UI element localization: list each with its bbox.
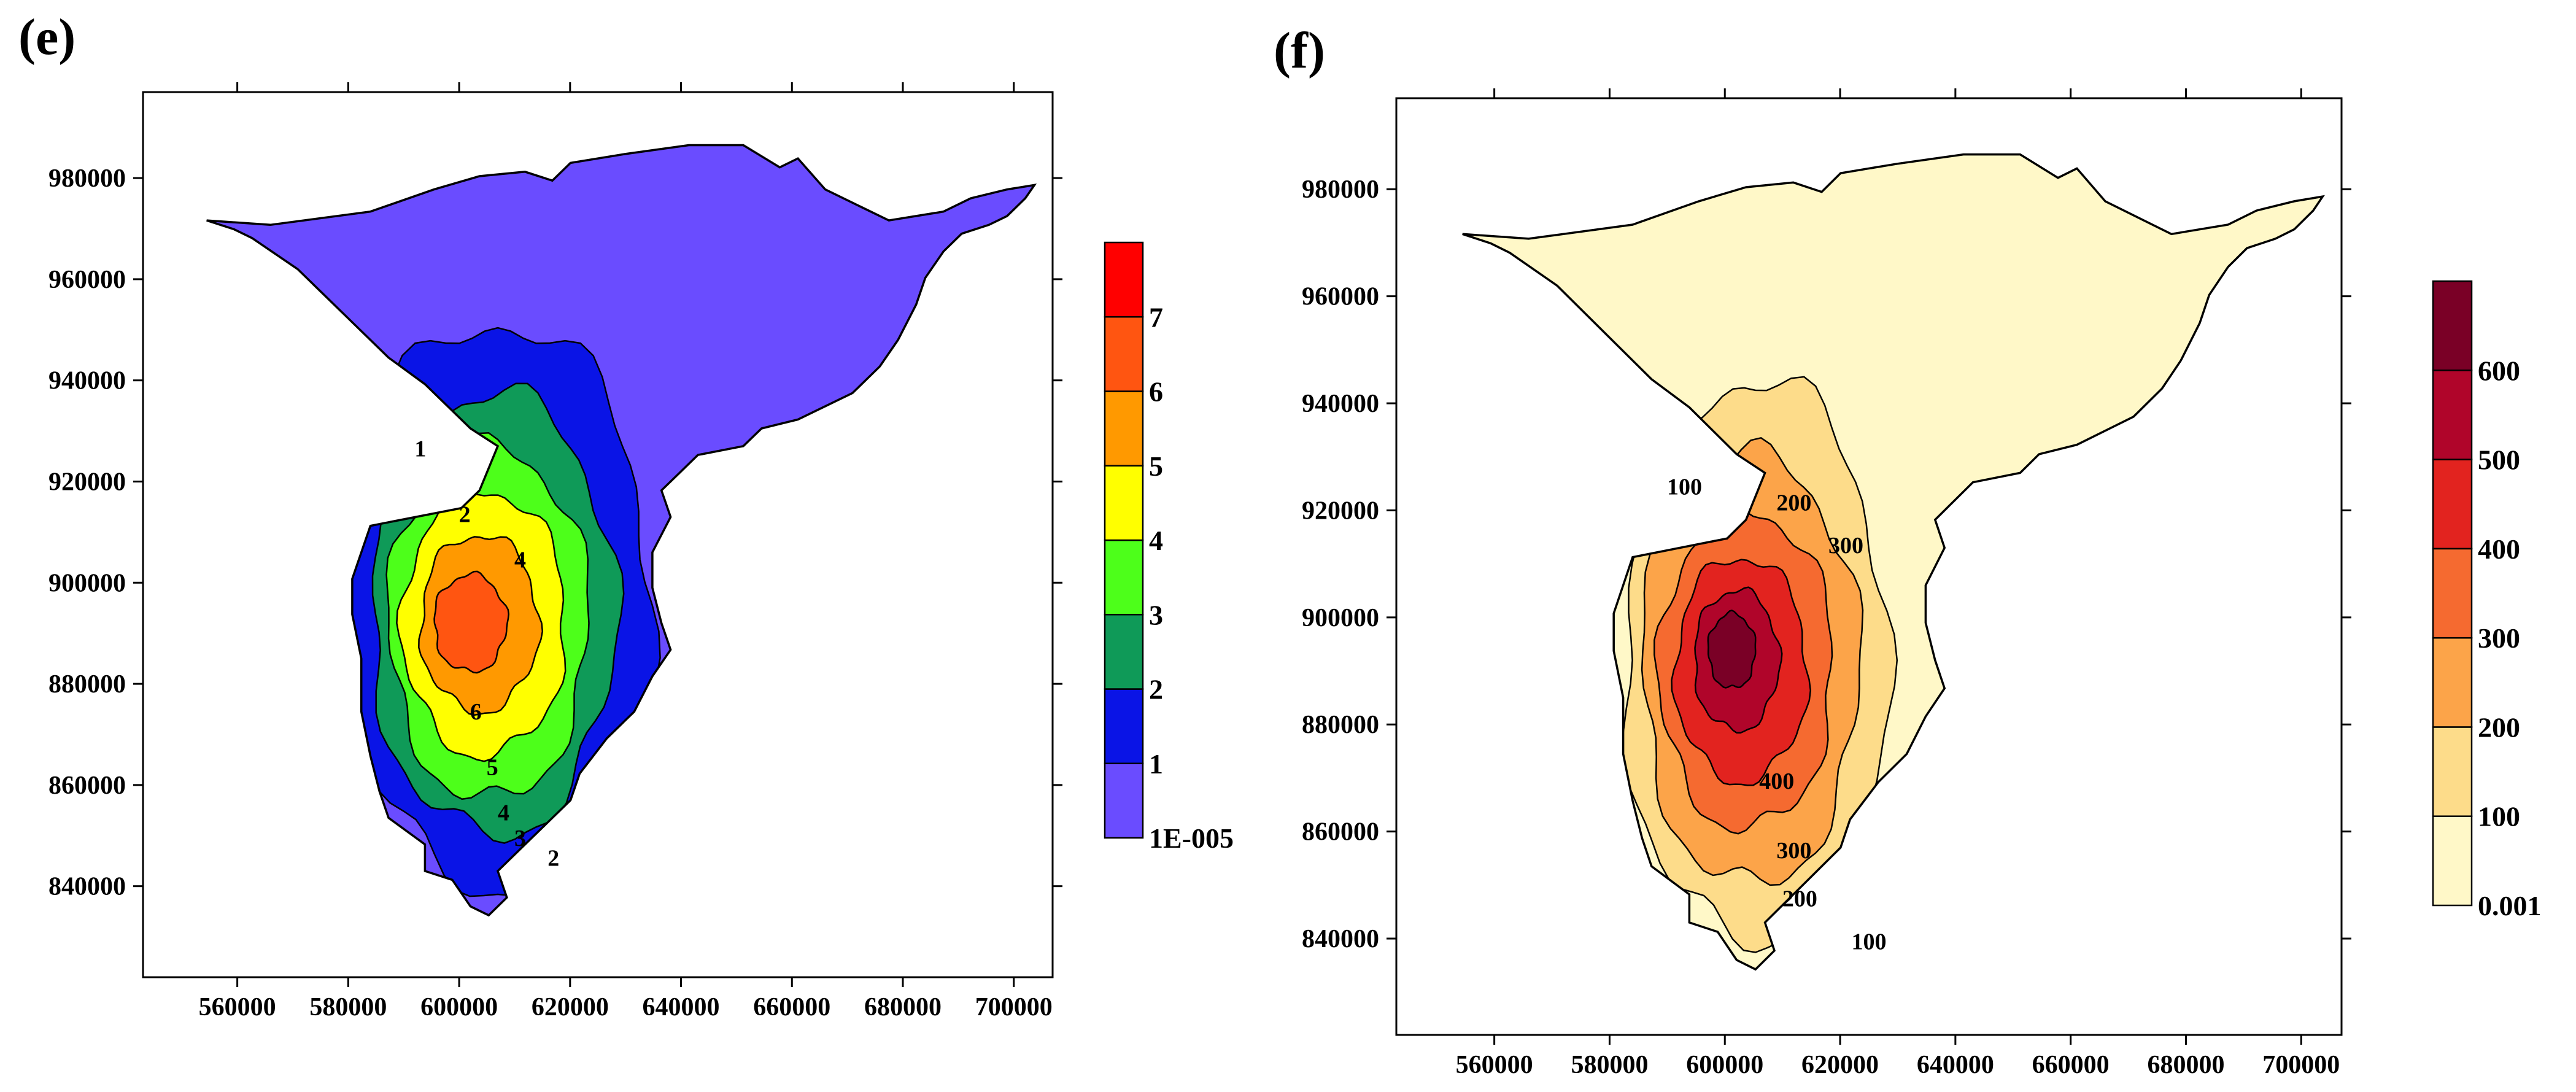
colorbar-label: 1E-005 xyxy=(1149,823,1234,854)
y-tick-label: 900000 xyxy=(1302,604,1379,632)
colorbar-swatch xyxy=(1104,762,1144,839)
colorbar-swatch xyxy=(2432,459,2473,550)
colorbar-label: 400 xyxy=(2478,533,2520,565)
colorbar-swatch xyxy=(2432,815,2473,907)
y-tick-label: 880000 xyxy=(1302,711,1379,739)
colorbar-label: 100 xyxy=(2478,801,2520,832)
y-tick-label: 920000 xyxy=(1302,497,1379,525)
panel-label: (f) xyxy=(1274,22,1325,79)
colorbar: 1E-005 1 2 3 4 5 6 7 xyxy=(1104,241,1234,854)
x-tick-label: 560000 xyxy=(1456,1051,1533,1079)
contour-label: 5 xyxy=(487,754,498,780)
colorbar-label: 6 xyxy=(1149,376,1163,408)
plot-frame xyxy=(1395,97,2343,1036)
colorbar-swatch xyxy=(2432,370,2473,460)
colorbar-label: 2 xyxy=(1149,674,1163,705)
colorbar-label: 300 xyxy=(2478,622,2520,654)
contour-region xyxy=(206,145,1035,916)
colorbar-label: 3 xyxy=(1149,599,1163,630)
contour-label: 200 xyxy=(1776,490,1811,516)
y-tick-label: 940000 xyxy=(1302,390,1379,418)
colorbar-swatch xyxy=(1104,614,1144,690)
x-tick-label: 660000 xyxy=(753,993,830,1021)
y-tick-label: 980000 xyxy=(1302,176,1379,204)
x-tick-label: 600000 xyxy=(420,993,498,1021)
x-tick-label: 660000 xyxy=(2032,1051,2110,1079)
colorbar-swatch xyxy=(1104,241,1144,318)
colorbar-swatch xyxy=(1104,390,1144,467)
y-tick-label: 860000 xyxy=(48,772,126,800)
contour-band-6 xyxy=(433,570,510,674)
x-tick-label: 580000 xyxy=(1571,1051,1648,1079)
colorbar-swatch xyxy=(1104,465,1144,541)
x-tick-label: 580000 xyxy=(309,993,387,1021)
y-tick-label: 920000 xyxy=(48,468,126,496)
colorbar-label: 1 xyxy=(1149,748,1163,780)
contour-label: 300 xyxy=(1776,838,1811,864)
x-tick-label: 640000 xyxy=(1917,1051,1994,1079)
contour-label: 1 xyxy=(414,436,426,462)
colorbar-label: 5 xyxy=(1149,451,1163,482)
y-tick-label: 960000 xyxy=(48,266,126,294)
contour-region xyxy=(1462,154,2323,970)
colorbar-swatch xyxy=(2432,280,2473,371)
x-tick-label: 680000 xyxy=(2147,1051,2224,1079)
y-tick-label: 840000 xyxy=(1302,925,1379,953)
x-tick-label: 700000 xyxy=(975,993,1053,1021)
contour-label: 2 xyxy=(459,501,471,527)
y-tick-label: 860000 xyxy=(1302,818,1379,846)
colorbar-swatch xyxy=(2432,548,2473,639)
colorbar-label: 600 xyxy=(2478,355,2520,386)
y-tick-label: 960000 xyxy=(1302,283,1379,311)
x-tick-label: 620000 xyxy=(1801,1051,1879,1079)
y-tick-label: 900000 xyxy=(48,569,126,597)
panel-label: (e) xyxy=(18,9,75,66)
colorbar-swatch xyxy=(1104,539,1144,616)
colorbar-label: 0.001 xyxy=(2478,890,2542,921)
colorbar: 0.001 100 200 300 400 500 600 xyxy=(2432,280,2542,921)
x-tick-label: 640000 xyxy=(643,993,720,1021)
x-tick-label: 680000 xyxy=(864,993,942,1021)
contour-label: 4 xyxy=(514,548,526,573)
plot-frame xyxy=(142,91,1054,978)
y-tick-label: 880000 xyxy=(48,670,126,699)
x-tick-label: 560000 xyxy=(199,993,276,1021)
region-outline xyxy=(1462,153,2325,971)
contour-label: 200 xyxy=(1782,886,1817,912)
contour-label: 2 xyxy=(547,846,559,872)
contour-band-0.001 xyxy=(1462,154,2323,970)
y-tick-label: 840000 xyxy=(48,873,126,901)
colorbar-label: 4 xyxy=(1149,525,1163,556)
contour-label: 100 xyxy=(1667,474,1702,500)
contour-label: 300 xyxy=(1828,533,1863,559)
colorbar-swatch xyxy=(1104,688,1144,764)
colorbar-swatch xyxy=(2432,637,2473,728)
contour-label: 4 xyxy=(498,800,509,826)
contour-label: 6 xyxy=(470,699,482,725)
region-outline xyxy=(206,144,1037,917)
colorbar-swatch xyxy=(2432,726,2473,817)
colorbar-label: 500 xyxy=(2478,444,2520,476)
colorbar-swatch xyxy=(1104,316,1144,392)
x-tick-label: 600000 xyxy=(1686,1051,1763,1079)
contour-label: 400 xyxy=(1759,769,1794,794)
y-tick-label: 940000 xyxy=(48,367,126,395)
x-tick-label: 620000 xyxy=(532,993,609,1021)
contour-label: 100 xyxy=(1852,929,1887,955)
colorbar-label: 7 xyxy=(1149,301,1163,333)
colorbar-label: 200 xyxy=(2478,711,2520,743)
contour-label: 3 xyxy=(514,826,526,851)
y-tick-label: 980000 xyxy=(48,165,126,193)
contour-band-600 xyxy=(1707,610,1757,689)
x-tick-label: 700000 xyxy=(2262,1051,2340,1079)
